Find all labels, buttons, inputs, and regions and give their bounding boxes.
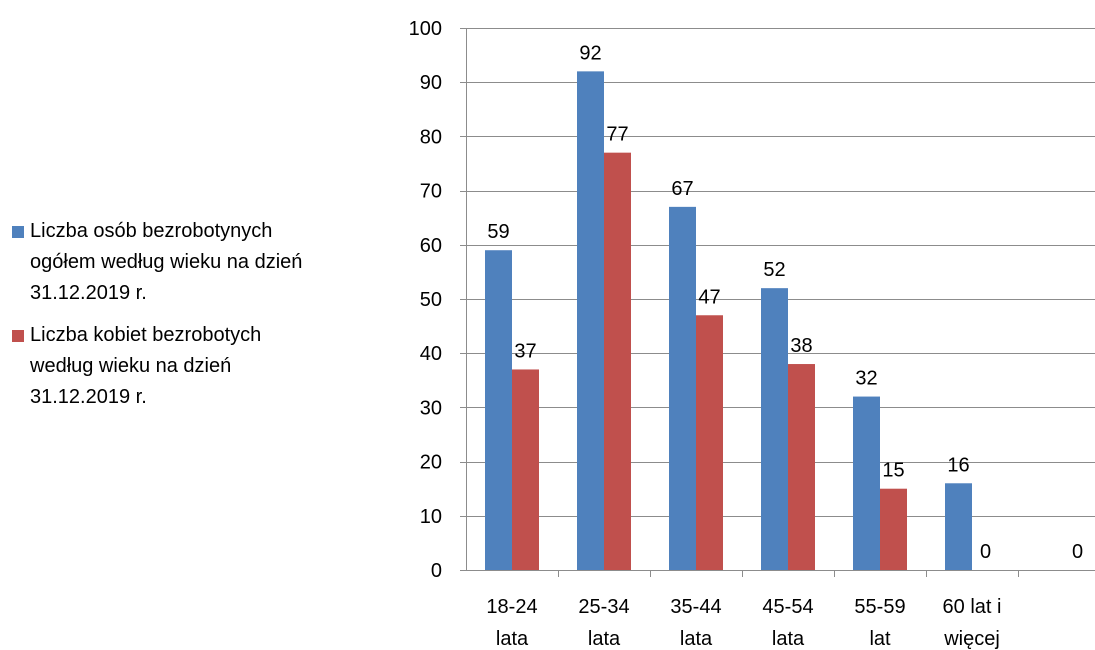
x-tick-label: lata (588, 628, 621, 650)
bar-total (669, 206, 696, 571)
legend-label-line: ogółem według wieku na dzień (30, 251, 303, 273)
bar-women (696, 315, 723, 570)
data-label: 59 (487, 221, 509, 243)
tick-labels: 0 10 20 30 40 50 60 70 80 90 100 18-24 lata 25-34 lata… (409, 18, 1002, 650)
y-tick-label: 70 (420, 181, 442, 203)
x-tick-label: 35-44 (670, 596, 721, 618)
legend-swatch-women (12, 330, 24, 342)
legend-label-women: Liczba kobiet bezrobotych według wieku na… (30, 320, 261, 413)
data-label: 32 (855, 368, 877, 390)
bar-women (880, 488, 907, 570)
x-tick-label: lata (496, 628, 529, 650)
data-label: 38 (790, 335, 812, 357)
bar-total (577, 71, 604, 571)
data-label: 92 (579, 42, 601, 64)
x-tick-label: 60 lat i (943, 596, 1002, 618)
y-tick-label: 50 (420, 289, 442, 311)
legend-label-line: Liczba osób bezrobotynych (30, 220, 273, 242)
legend-label-line: 31.12.2019 r. (30, 386, 147, 408)
bar-women (604, 152, 631, 570)
x-tick-label: 45-54 (762, 596, 813, 618)
bars (485, 71, 972, 571)
data-label: 37 (514, 340, 536, 362)
data-label: 67 (671, 178, 693, 200)
x-tick-label: 25-34 (578, 596, 629, 618)
x-tick-label: lat (869, 628, 891, 650)
x-tick-label: więcej (943, 628, 1000, 650)
y-tick-label: 60 (420, 235, 442, 257)
y-tick-label: 30 (420, 397, 442, 419)
y-tick-label: 90 (420, 72, 442, 94)
y-tick-label: 0 (431, 560, 442, 582)
y-tick-label: 100 (409, 18, 442, 40)
data-label: 15 (882, 460, 904, 482)
data-label: 16 (947, 454, 969, 476)
y-tick-label: 80 (420, 126, 442, 148)
legend-label-line: według wieku na dzień (30, 355, 232, 377)
x-tick-label: lata (680, 628, 713, 650)
y-tick-label: 20 (420, 452, 442, 474)
legend-label-line: Liczba kobiet bezrobotych (30, 324, 262, 346)
data-label: 0 (1072, 541, 1083, 563)
data-label: 0 (980, 541, 991, 563)
y-tick-label: 10 (420, 506, 442, 528)
data-labels: 59 92 67 52 32 16 37 77 47 38 15 0 0 (487, 42, 1083, 563)
bar-total (761, 288, 788, 570)
legend: Liczba osób bezrobotynych ogółem według w… (12, 216, 372, 424)
legend-item-women: Liczba kobiet bezrobotych według wieku na… (12, 320, 372, 413)
legend-item-total: Liczba osób bezrobotynych ogółem według w… (12, 216, 372, 309)
bar-total (945, 483, 972, 570)
bar-women (512, 369, 539, 570)
bar-women (788, 364, 815, 570)
data-label: 52 (763, 259, 785, 281)
data-label: 47 (698, 286, 720, 308)
legend-swatch-total (12, 226, 24, 238)
y-tick-label: 40 (420, 343, 442, 365)
bar-total (853, 396, 880, 570)
legend-label-total: Liczba osób bezrobotynych ogółem według w… (30, 216, 302, 309)
x-tick-label: 55-59 (854, 596, 905, 618)
x-tick-label: 18-24 (486, 596, 537, 618)
legend-label-line: 31.12.2019 r. (30, 282, 147, 304)
axes (460, 28, 1095, 577)
data-label: 77 (606, 124, 628, 146)
bar-total (485, 250, 512, 570)
x-tick-label: lata (772, 628, 805, 650)
